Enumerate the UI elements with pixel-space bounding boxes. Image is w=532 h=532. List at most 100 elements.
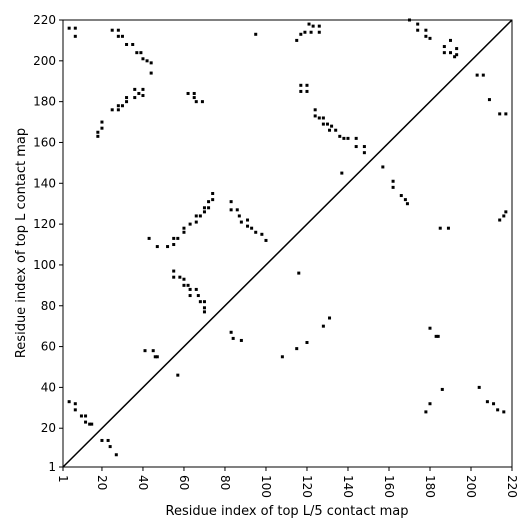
x-axis-label: Residue index of top L/5 contact map (166, 504, 409, 519)
contact-point (176, 373, 180, 377)
contact-point (328, 128, 332, 132)
contact-point (202, 210, 206, 214)
contact-point (120, 104, 124, 108)
contact-point (428, 36, 432, 40)
contact-point (280, 355, 284, 359)
contact-point (114, 453, 118, 457)
contact-point (303, 30, 307, 34)
contact-point (362, 145, 366, 149)
y-tick-label: 20 (41, 421, 56, 435)
y-tick-label: 1 (48, 460, 56, 474)
contact-point (116, 108, 120, 112)
contact-point (455, 53, 459, 57)
contact-point (317, 116, 321, 120)
contact-point (186, 283, 190, 287)
contact-point (305, 89, 309, 93)
contact-point (116, 104, 120, 108)
contact-point (79, 414, 83, 418)
contact-point (172, 269, 176, 273)
contact-point (155, 355, 159, 359)
x-tick-label: 40 (136, 475, 150, 490)
contact-point (151, 349, 155, 353)
contact-point (416, 28, 420, 32)
contact-point (186, 91, 190, 95)
x-tick-label: 20 (95, 475, 109, 490)
contact-point (485, 400, 489, 404)
contact-point (313, 114, 317, 118)
contact-point (202, 300, 206, 304)
contact-point (239, 338, 243, 342)
contact-point (434, 334, 438, 338)
contact-point (436, 334, 440, 338)
contact-point (198, 214, 202, 218)
contact-point (188, 222, 192, 226)
y-tick-label: 80 (41, 299, 56, 313)
contact-point (100, 438, 104, 442)
contact-point (424, 410, 428, 414)
y-tick-label: 180 (33, 95, 56, 109)
contact-point (346, 136, 350, 140)
contact-point (73, 34, 77, 38)
contact-point (139, 51, 143, 55)
contact-point (455, 47, 459, 51)
x-tick-label: 60 (177, 475, 191, 490)
contact-point (147, 236, 151, 240)
contact-point (428, 402, 432, 406)
contact-point (492, 402, 496, 406)
contact-point (141, 57, 145, 61)
contact-point (307, 22, 311, 26)
contact-point (317, 30, 321, 34)
contact-point (188, 287, 192, 291)
y-tick-label: 120 (33, 217, 56, 231)
contact-point (192, 91, 196, 95)
contact-point (438, 226, 442, 230)
contact-point (229, 330, 233, 334)
contact-point (362, 151, 366, 155)
contact-point (381, 165, 385, 169)
contact-point (182, 283, 186, 287)
contact-point (321, 116, 325, 120)
x-tick-label: 140 (341, 475, 355, 498)
contact-point (475, 73, 479, 77)
contact-point (155, 245, 159, 249)
contact-point (125, 96, 129, 100)
contact-point (100, 120, 104, 124)
contact-point (502, 410, 506, 414)
contact-point (264, 238, 268, 242)
x-tick-label: 120 (300, 475, 314, 498)
contact-point (67, 26, 71, 30)
x-tick-label: 180 (423, 475, 437, 498)
x-tick-label: 80 (218, 475, 232, 490)
contact-point (305, 340, 309, 344)
contact-point (305, 83, 309, 87)
contact-point (194, 220, 198, 224)
contact-point (391, 185, 395, 189)
contact-point (487, 98, 491, 102)
contact-point (194, 100, 198, 104)
contact-point (73, 402, 77, 406)
contact-point (176, 236, 180, 240)
y-tick-label: 160 (33, 135, 56, 149)
contact-point (133, 96, 137, 100)
contact-point (498, 112, 502, 116)
contact-point (194, 287, 198, 291)
contact-point (182, 277, 186, 281)
contact-point (442, 45, 446, 49)
contact-point (235, 208, 239, 212)
contact-point (325, 122, 329, 126)
contact-point (502, 214, 506, 218)
contact-point (178, 275, 182, 279)
contact-point (84, 414, 88, 418)
contact-point (321, 324, 325, 328)
y-tick-label: 200 (33, 54, 56, 68)
contact-point (172, 275, 176, 279)
contact-point (338, 134, 342, 138)
contact-point (116, 28, 120, 32)
contact-point (67, 400, 71, 404)
contact-point (448, 38, 452, 42)
contact-point (143, 349, 147, 353)
contact-point (330, 124, 334, 128)
contact-point (153, 355, 157, 359)
contact-point (133, 87, 137, 91)
contact-point (84, 420, 88, 424)
